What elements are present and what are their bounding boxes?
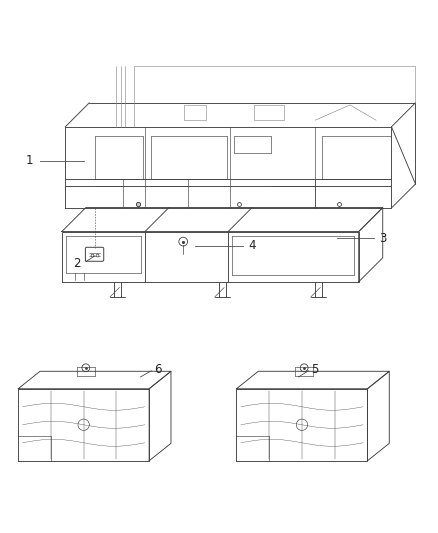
Text: 3: 3	[379, 232, 386, 245]
Text: 5: 5	[311, 362, 319, 376]
Text: 2: 2	[73, 256, 81, 270]
FancyBboxPatch shape	[85, 247, 104, 261]
Text: 1: 1	[25, 155, 33, 167]
Text: 4: 4	[248, 239, 255, 252]
Text: 6: 6	[154, 362, 162, 376]
